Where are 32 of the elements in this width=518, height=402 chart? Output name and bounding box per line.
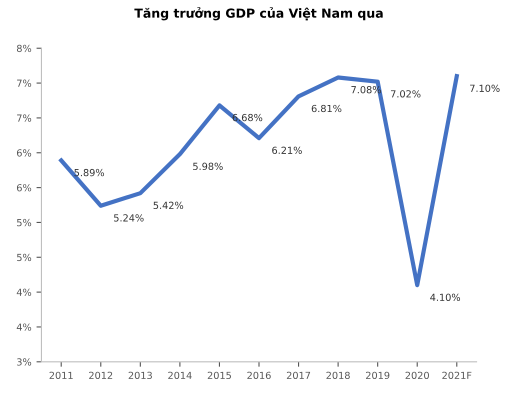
y-tick-label: 4% [16, 288, 32, 296]
x-tick-label: 2014 [168, 372, 192, 380]
y-tick-label: 8% [16, 44, 32, 52]
y-tick-label: 6% [16, 149, 32, 157]
x-tick-label: 2021F [442, 372, 472, 380]
data-label: 7.02% [390, 90, 421, 98]
x-tick-label: 2019 [366, 372, 390, 380]
data-label: 7.10% [470, 84, 500, 92]
y-tick-label: 4% [16, 323, 32, 331]
y-tick-label: 5% [17, 218, 32, 226]
data-label: 5.98% [193, 162, 223, 170]
data-label: 5.24% [114, 214, 144, 222]
x-tick-label: 2017 [286, 372, 310, 380]
data-label: 6.81% [312, 104, 342, 112]
data-label: 5.42% [154, 202, 184, 210]
x-tick-label: 2018 [326, 372, 350, 380]
x-tick-label: 2016 [247, 372, 271, 380]
x-tick-label: 2015 [208, 372, 231, 380]
x-tick-label: 2012 [89, 372, 112, 380]
x-tick-label: 2011 [50, 372, 73, 380]
y-tick-label: 7% [17, 114, 32, 122]
x-tick-label: 2013 [128, 372, 152, 380]
line-series [59, 74, 459, 288]
y-tick-label: 7% [17, 80, 32, 87]
chart-title: Tăng trưởng GDP của Việt Nam qua [134, 7, 383, 20]
data-label: 6.21% [272, 146, 302, 154]
x-tick-label: 2020 [406, 372, 429, 380]
y-tick-label: 6% [16, 184, 32, 192]
data-label: 5.89% [74, 168, 104, 176]
data-label: 4.10% [430, 294, 460, 302]
y-tick-label: 3% [17, 358, 32, 366]
y-tick-label: 5% [17, 254, 32, 262]
